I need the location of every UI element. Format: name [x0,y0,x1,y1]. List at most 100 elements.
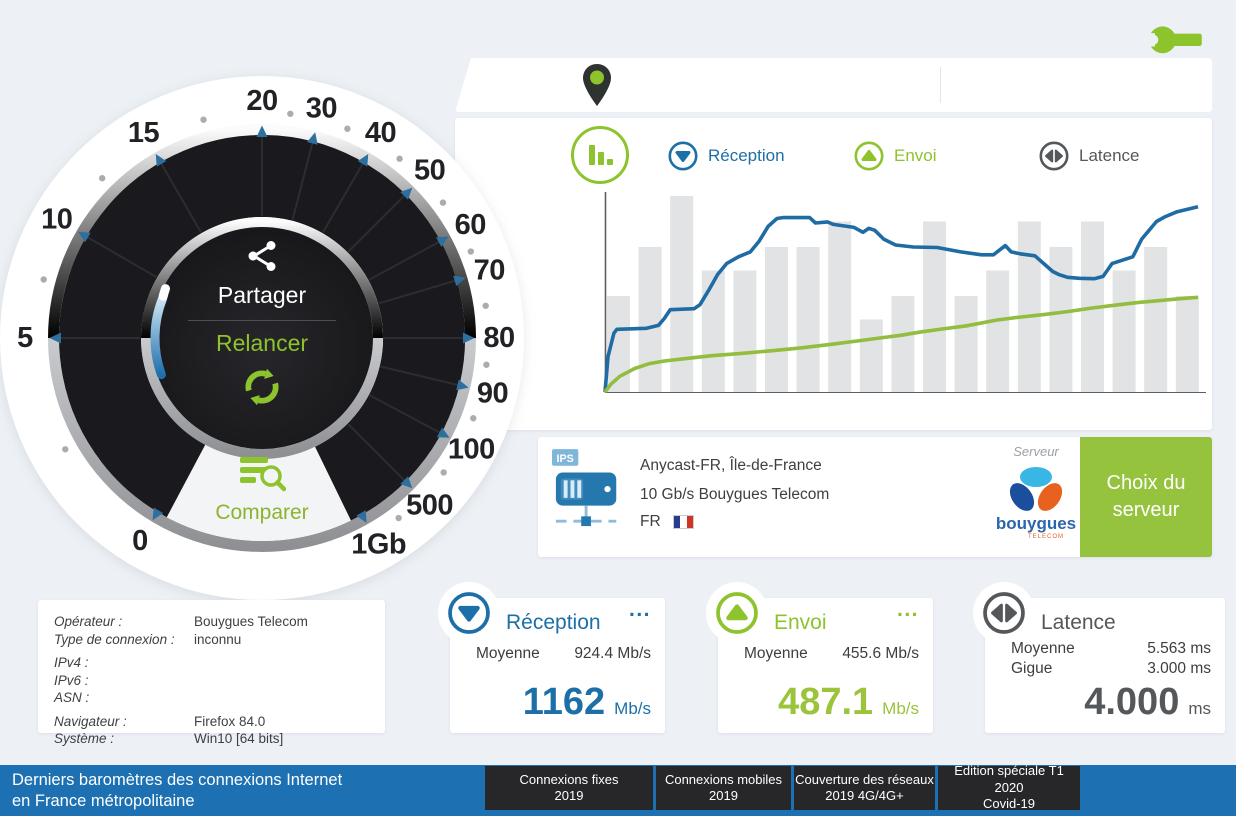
latency-arrows-icon [1039,141,1069,171]
stat-row-ipv4: IPv4 : [54,654,385,672]
gauge-scale-label: 10 [41,204,72,236]
server-caption: Serveur [1013,444,1059,459]
average-label: Moyenne [476,645,540,662]
gauge-scale-label: 100 [448,433,495,465]
gauge-dark-ring [59,134,466,521]
chart-bar [701,270,725,392]
server-country-code: FR [640,513,661,530]
location-pin-icon [583,64,611,106]
envoi-card-title: Envoi [774,611,827,634]
chart-bar [1112,270,1136,392]
chart-bar [1049,246,1073,392]
gauge-tick [436,427,450,438]
gauge-scale-label: 5 [17,322,33,354]
envoi-value-unit: Mb/s [882,699,919,718]
stat-value: Firefox 84.0 [194,713,266,729]
reception-card-menu[interactable]: ... [628,598,651,621]
footer-link-label: Connexions fixes [519,771,619,787]
location-bar [455,58,1212,112]
chart-bar [986,270,1010,392]
reception-card-icon-wrap [438,582,500,644]
download-triangle-icon [668,141,698,171]
download-triangle-icon [448,592,490,634]
choose-server-label: Choix du serveur [1106,472,1186,521]
latence-value: 4.000 ms [1084,681,1211,724]
gauge-tick [155,153,167,167]
restart-button[interactable]: Relancer [162,330,362,415]
gauge-center-divider [188,320,336,321]
footer-link-couverture-reseaux[interactable]: Couverture des réseaux 2019 4G/4G+ [794,766,935,810]
latence-average-row: Moyenne 5.563 ms [1011,640,1211,658]
chart-bar [1175,295,1199,392]
gauge-tick [77,231,91,243]
gauge-scale-label: 40 [365,117,396,149]
compare-icon [240,457,287,492]
share-button[interactable]: Partager [162,240,362,309]
footer-link-connexions-fixes[interactable]: Connexions fixes 2019 [485,766,653,810]
stat-row-ipv6: IPv6 : [54,672,385,690]
gauge-tick [256,125,268,137]
chart-line-réception [603,205,1199,393]
settings-wrench-icon[interactable] [1146,14,1204,58]
stat-label: ASN : [54,690,90,705]
average-label: Moyenne [744,645,808,662]
chart-bar [765,246,788,392]
jitter-label: Gigue [1011,660,1053,677]
average-value: 5.563 ms [1147,640,1211,657]
gauge-tick [400,187,413,200]
gauge-center-disc [151,227,373,449]
average-label: Moyenne [1011,640,1075,657]
stat-label: IPv6 : [54,672,89,688]
compare-label: Comparer [215,501,309,524]
upload-triangle-icon [854,141,884,171]
chart-bar [638,246,662,392]
gauge-tick [307,132,318,145]
tab-reception[interactable]: Réception [667,140,785,172]
gauge-scale-label: 30 [306,93,337,125]
footer-link-label: Connexions mobiles [664,771,783,787]
bouygues-wordmark: bouygues [996,514,1076,533]
choose-server-button[interactable]: Choix du serveur [1080,437,1212,557]
server-icon-badge: IPS [557,453,574,465]
server-country-row: FR [640,513,694,531]
envoi-result-card: Envoi ... Moyenne 455.6 Mb/s 487.1 Mb/s [706,582,933,733]
gauge-minor-dot [467,248,474,255]
gauge-minor-dot [482,302,489,309]
gauge-minor-dot [440,469,447,476]
tab-envoi[interactable]: Envoi [853,140,937,172]
gauge-minor-dot [396,155,403,162]
gauge-tick [436,236,449,247]
latence-jitter-row: Gigue 3.000 ms [1011,660,1211,678]
reception-value-unit: Mb/s [614,699,651,718]
gauge-minor-dot [344,125,351,132]
gauge-tick [49,332,61,344]
gauge-minor-dot [98,174,106,182]
server-icon: IPS [552,449,617,527]
bouygues-telecom-sub: TELECOM [1028,534,1064,540]
tab-latence[interactable]: Latence [1038,140,1140,172]
gauge-center-controls: Partager Relancer [162,240,362,415]
server-location: Anycast-FR, Île-de-France [640,457,822,474]
footer-link-label: Édition spéciale T1 2020 [954,763,1064,795]
compare-button[interactable]: Comparer [172,455,352,525]
reception-value-number: 1162 [522,681,606,723]
chart-bar [1017,221,1041,392]
chart-type-button[interactable] [571,126,629,184]
stat-row-connection-type: Type de connexion : inconnu [54,631,385,649]
footer-link-edition-speciale[interactable]: Édition spéciale T1 2020 Covid-19 [938,763,1080,811]
gauge-minor-dot [62,446,69,453]
footer-link-connexions-mobiles[interactable]: Connexions mobiles 2019 [656,766,791,810]
bar-chart-icon [589,145,613,165]
gauge-scale-label: 0 [132,525,148,557]
footer-title: Derniers baromètres des connexions Inter… [12,770,342,812]
speed-chart-panel: Réception Envoi Latence [455,118,1212,430]
footer-link-label: 2019 [709,788,738,803]
footer-link-label: Couverture des réseaux [795,771,934,787]
chart-bar [607,295,630,392]
gauge-tick [463,332,475,344]
chart-line-envoi [603,295,1199,394]
envoi-card-menu[interactable]: ... [896,598,919,621]
stat-label: Type de connexion : [54,631,175,647]
stat-row-asn: ASN : [54,689,385,707]
gauge-scale-label: 90 [477,377,508,409]
